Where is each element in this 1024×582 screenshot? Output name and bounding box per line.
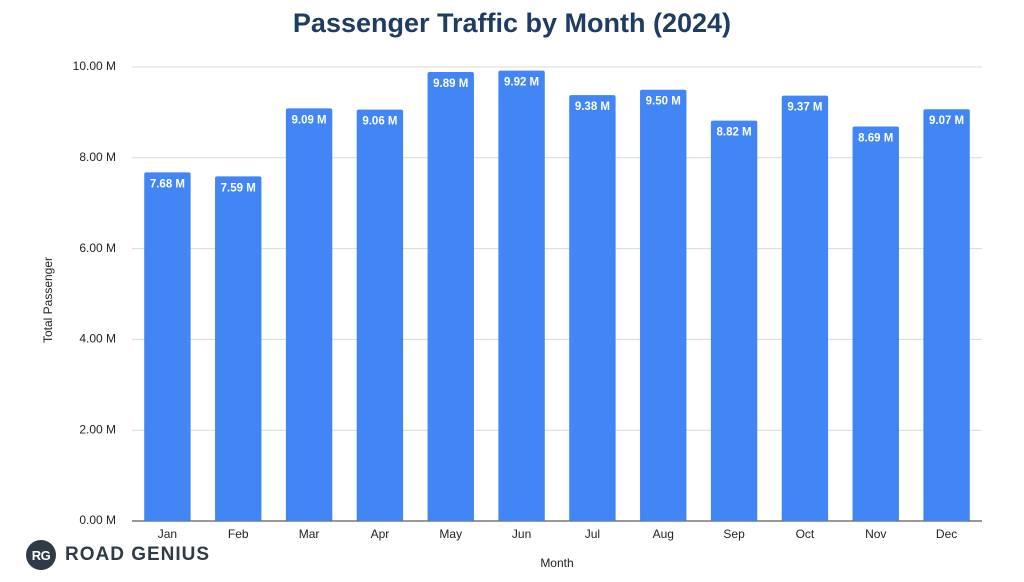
data-label-feb: 7.59 M: [221, 182, 256, 194]
bars: [144, 70, 970, 522]
x-tick-label: Mar: [299, 527, 320, 541]
x-tick-label: Sep: [723, 527, 745, 541]
y-axis-title: Total Passenger: [41, 257, 55, 343]
data-label-dec: 9.07 M: [929, 115, 964, 127]
x-tick-label: Jul: [585, 527, 600, 541]
logo-text: ROAD GENIUS: [65, 544, 211, 565]
bar-jan: [144, 172, 191, 521]
x-axis-title: Month: [540, 556, 573, 570]
bar-apr: [356, 109, 404, 522]
data-label-oct: 9.37 M: [787, 102, 822, 114]
data-label-jun: 9.92 M: [504, 77, 539, 89]
y-tick-label: 10.00 M: [73, 59, 116, 73]
data-label-mar: 9.09 M: [291, 114, 326, 126]
y-tick-label: 2.00 M: [79, 422, 116, 436]
x-tick-label: Jun: [512, 527, 531, 541]
x-tick-label: Dec: [936, 527, 957, 541]
data-label-sep: 8.82 M: [716, 127, 751, 139]
x-tick-label: Aug: [653, 527, 674, 541]
bar-sep: [710, 120, 758, 522]
x-tick-label: May: [439, 527, 462, 541]
y-tick-label: 6.00 M: [79, 241, 116, 255]
brand-logo: RG ROAD GENIUS: [26, 540, 210, 570]
chart-title: Passenger Traffic by Month (2024): [292, 8, 732, 38]
x-tick-label: Nov: [865, 527, 886, 541]
data-labels: 7.68 M 7.59 M 9.09 M 9.06 M 9.89 M 9.92 M 9.38…: [150, 77, 964, 195]
x-tick-label: Jan: [158, 527, 177, 541]
bar-jun: [498, 70, 545, 521]
data-label-apr: 9.06 M: [362, 116, 397, 128]
x-tick-label: Apr: [371, 527, 390, 541]
x-axis-ticks: Jan Feb Mar Apr May Jun Jul Aug Sep Oct Nov Dec: [158, 527, 958, 541]
gridlines: [132, 66, 982, 522]
bar-nov: [852, 126, 899, 521]
logo-badge-icon: RG: [26, 540, 56, 570]
bar-oct: [781, 95, 829, 522]
data-label-jul: 9.38 M: [575, 101, 610, 113]
bar-dec: [923, 109, 970, 522]
bar-may: [427, 71, 474, 521]
y-tick-label: 0.00 M: [79, 513, 116, 527]
y-axis-ticks: 0.00 M 2.00 M 4.00 M 6.00 M 8.00 M 10.00 M: [73, 59, 116, 527]
data-label-aug: 9.50 M: [646, 96, 681, 108]
y-tick-label: 4.00 M: [79, 332, 116, 346]
bar-mar: [285, 108, 333, 522]
x-tick-label: Oct: [796, 527, 815, 541]
data-label-jan: 7.68 M: [150, 178, 185, 190]
bar-aug: [640, 89, 687, 521]
x-tick-label: Feb: [228, 527, 249, 541]
data-label-may: 9.89 M: [433, 78, 468, 90]
data-label-nov: 8.69 M: [858, 132, 893, 144]
bar-jul: [569, 95, 616, 521]
bar-feb: [215, 176, 262, 521]
y-tick-label: 8.00 M: [79, 150, 116, 164]
